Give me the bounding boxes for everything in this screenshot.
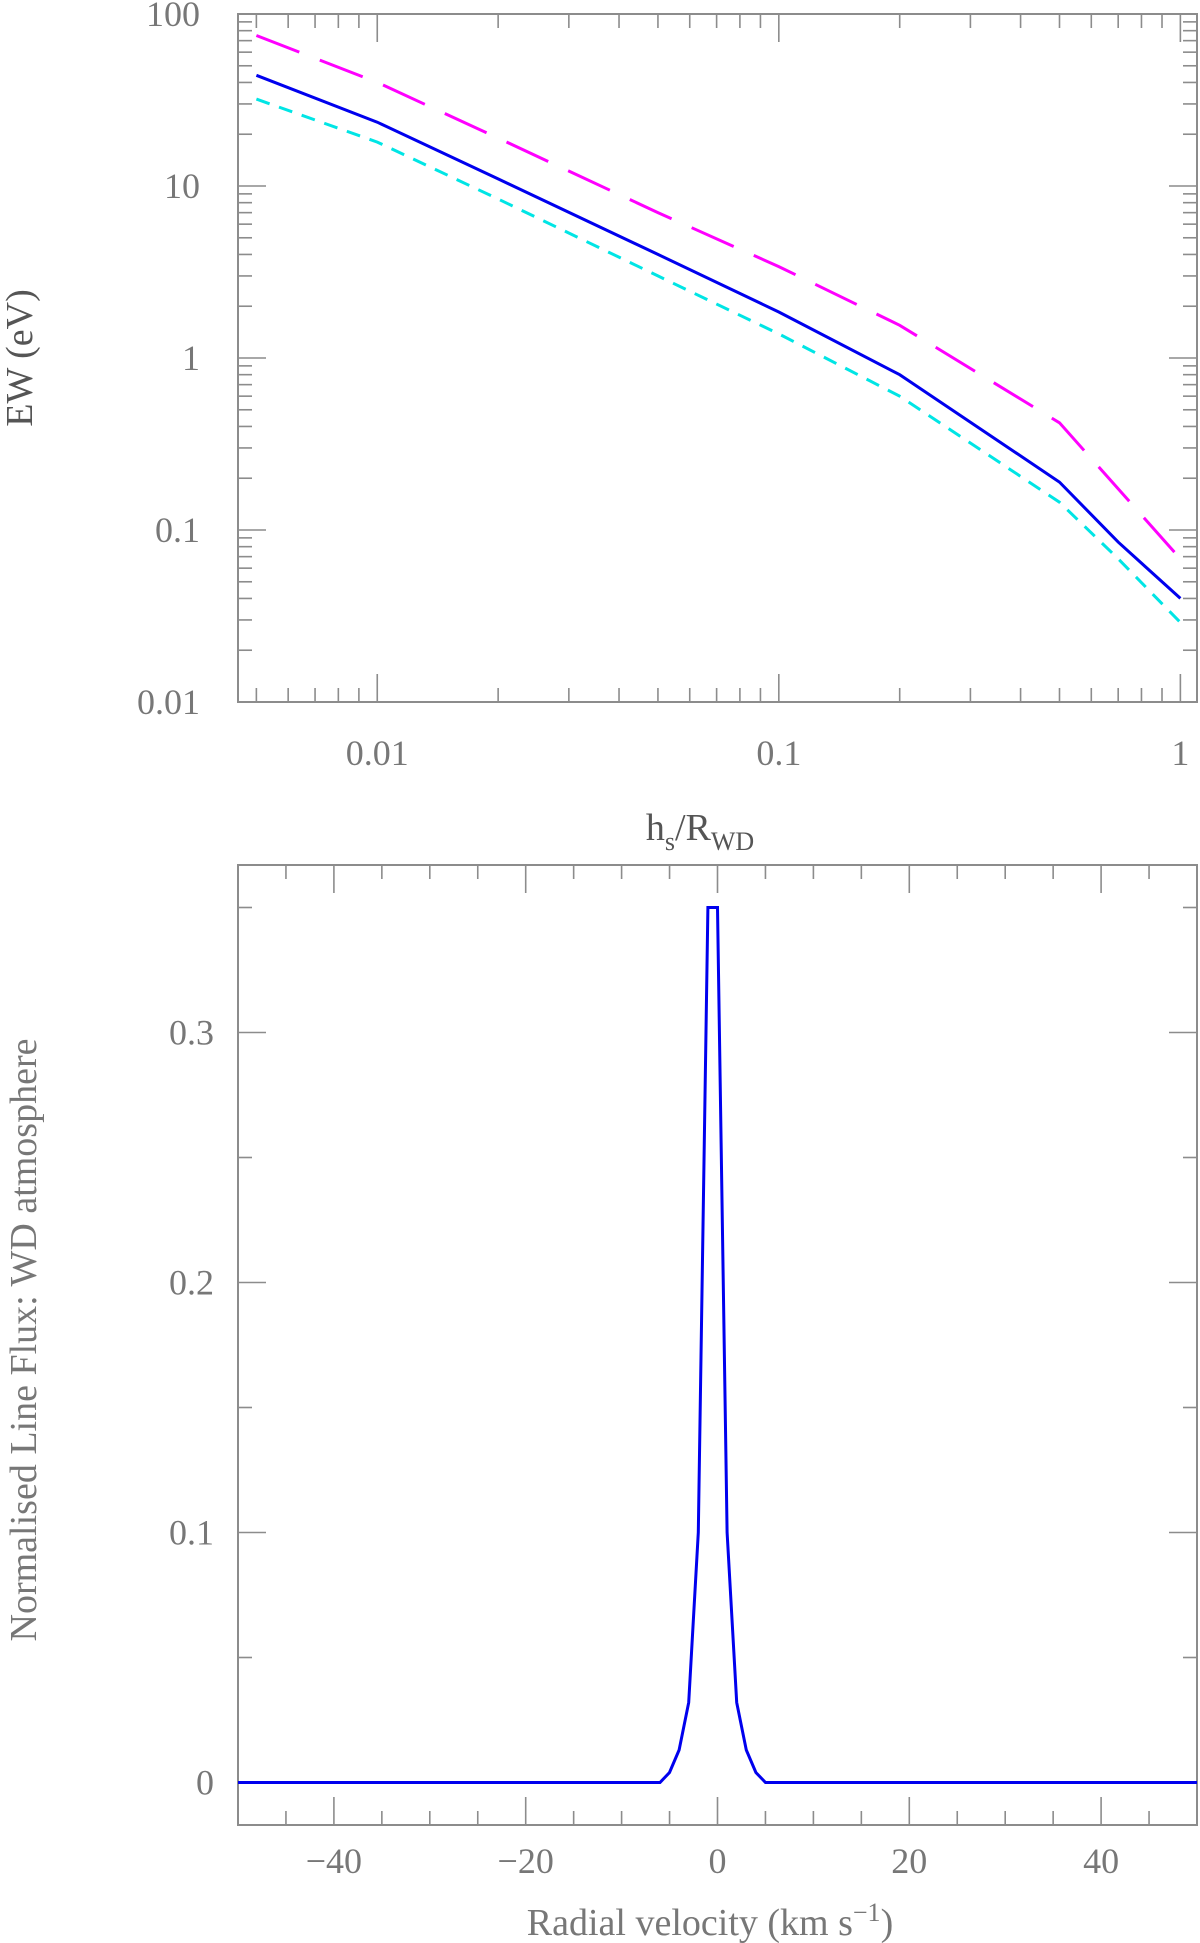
bottom-y-tick-label: 0.3 (169, 1013, 214, 1053)
top-plot-frame (237, 13, 1198, 703)
top-y-axis-label: EW (eV) (0, 289, 41, 427)
top-y-tick-label: 1 (182, 338, 200, 378)
x-label-superscript: −1 (853, 1898, 881, 1927)
top-y-tick-label: 0.01 (137, 682, 200, 722)
x-label-sub1: s (665, 827, 675, 856)
top-y-tick-label: 100 (146, 0, 200, 34)
top-series-line-1 (255, 34, 1182, 560)
bottom-series-line-1 (238, 906, 1197, 1784)
top-series (255, 34, 1182, 624)
bottom-x-tick-label: 20 (891, 1841, 927, 1881)
top-tick-labels: 0.01 0.1 1 0.01 0.1 1 10 100 (137, 0, 1189, 773)
bottom-y-tick-label: 0 (196, 1763, 214, 1803)
top-x-tick-label: 0.01 (346, 733, 409, 773)
top-x-tick-label: 1 (1171, 733, 1189, 773)
bottom-y-axis-label: Normalised Line Flux: WD atmosphere (3, 1039, 45, 1642)
top-x-axis-label: hs/RWD (646, 807, 754, 856)
bottom-x-tick-label: −40 (306, 1841, 362, 1881)
bottom-x-tick-label: −20 (498, 1841, 554, 1881)
x-label-sub2: WD (711, 827, 754, 856)
top-ticks (238, 13, 1197, 703)
x-label-close: ) (881, 1902, 894, 1943)
bottom-series (238, 906, 1197, 1784)
x-label-mid: /R (675, 807, 712, 849)
x-label-text: Radial velocity (km s (527, 1902, 853, 1943)
bottom-x-axis-label: Radial velocity (km s−1) (527, 1898, 893, 1943)
bottom-tick-labels: −40 −20 0 20 40 0 0.1 0.2 0.3 (169, 1013, 1119, 1882)
bottom-y-tick-label: 0.1 (169, 1513, 214, 1553)
bottom-ticks (238, 865, 1197, 1825)
bottom-x-tick-label: 40 (1083, 1841, 1119, 1881)
top-x-tick-label: 0.1 (756, 733, 801, 773)
x-label-base: h (646, 807, 665, 849)
bottom-plot-frame (237, 864, 1198, 1826)
top-y-tick-label: 10 (164, 166, 200, 206)
bottom-y-tick-label: 0.2 (169, 1263, 214, 1303)
line-profile-panel: −40 −20 0 20 40 0 0.1 0.2 0.3 Normalised Line Fl… (3, 864, 1198, 1943)
top-series-line-2 (255, 73, 1182, 600)
top-series-line-3 (255, 97, 1182, 624)
top-y-tick-label: 0.1 (155, 510, 200, 550)
bottom-x-tick-label: 0 (709, 1841, 727, 1881)
ew-vs-height-panel: 0.01 0.1 1 0.01 0.1 1 10 100 EW (eV) hs/RWD (0, 0, 1198, 856)
